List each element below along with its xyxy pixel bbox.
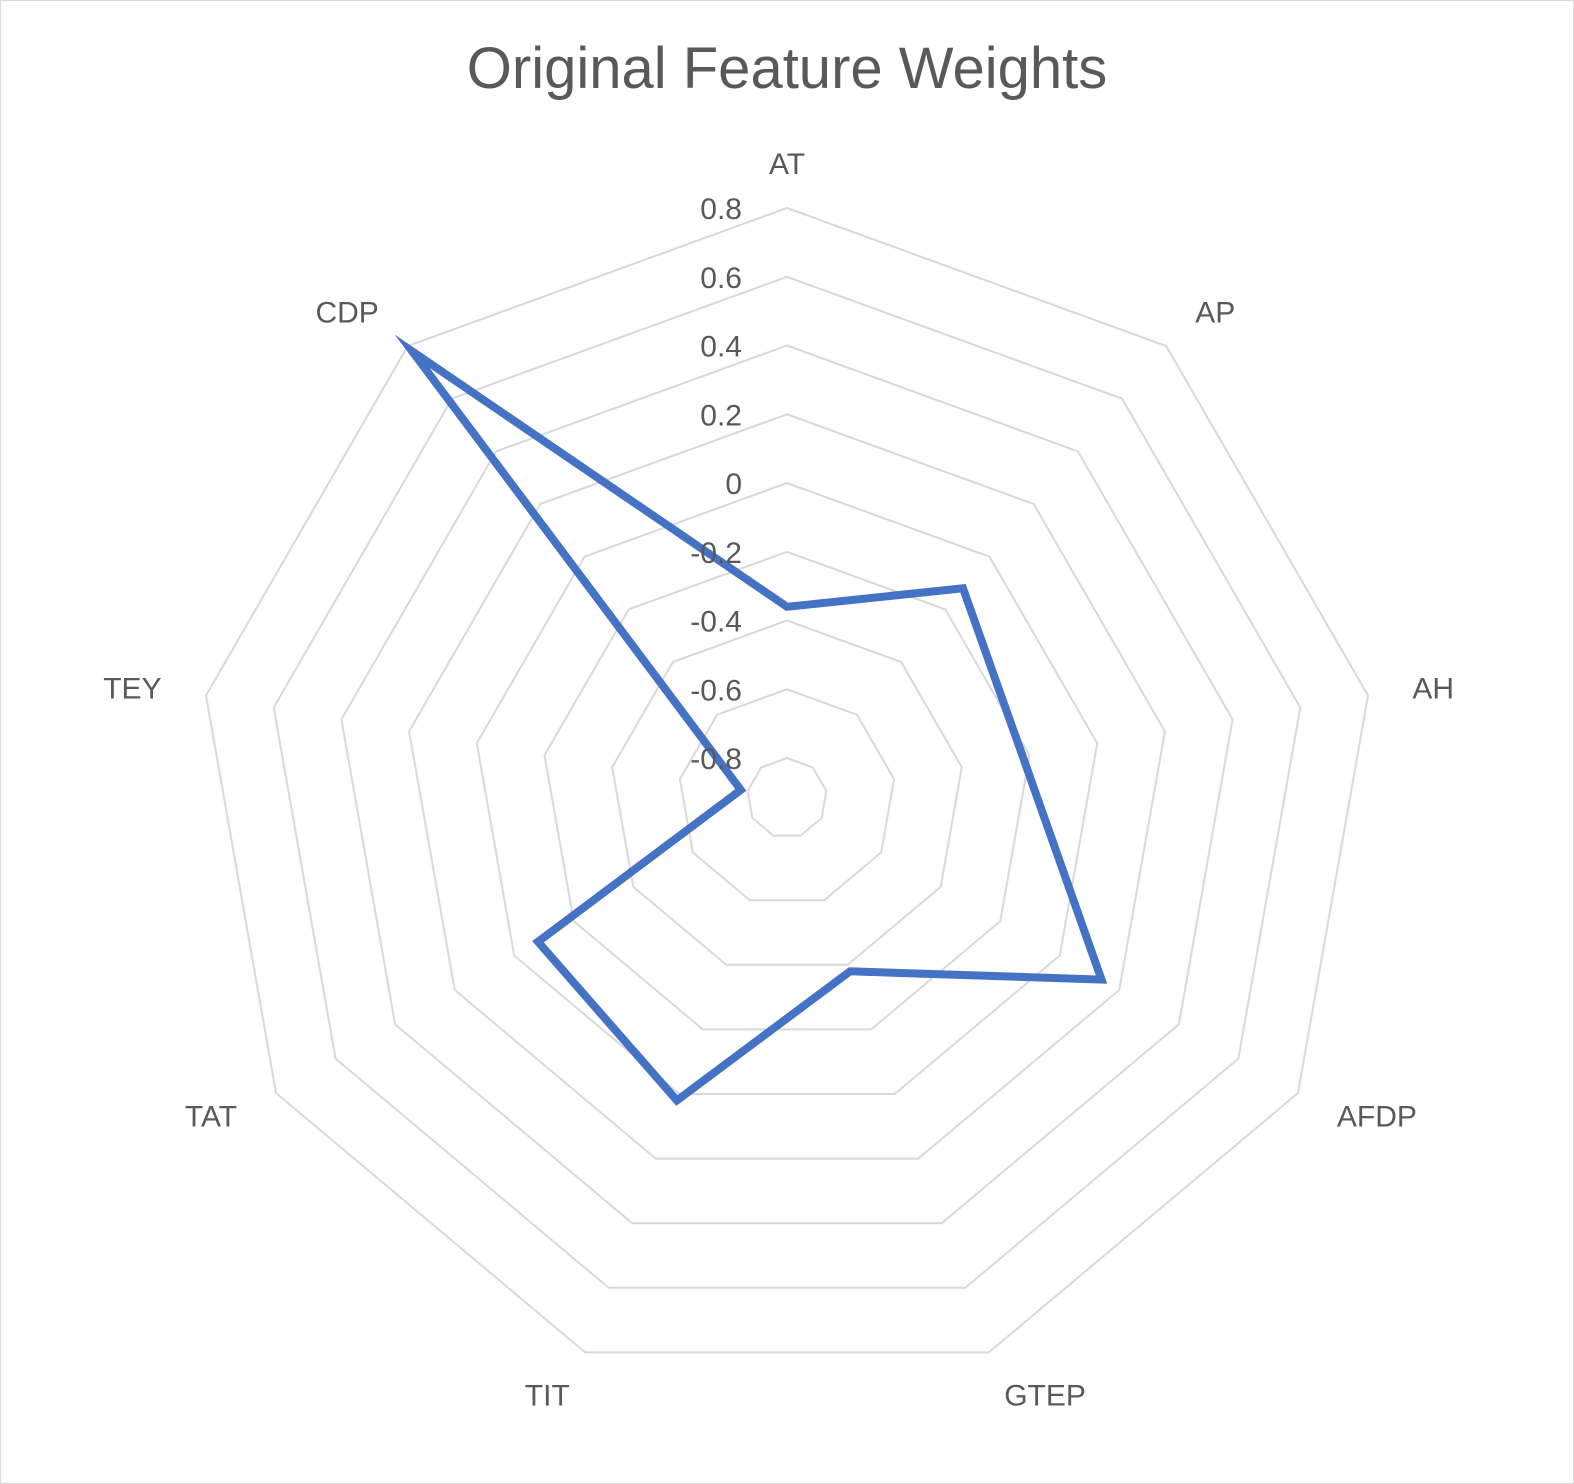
tick-label: -0.6 bbox=[690, 674, 742, 707]
grid-ring-5 bbox=[543, 550, 1031, 1031]
category-label-cdp: CDP bbox=[315, 297, 378, 330]
tick-label: 0.6 bbox=[700, 262, 742, 295]
category-label-ah: AH bbox=[1412, 673, 1454, 706]
tick-label: -0.4 bbox=[690, 606, 742, 639]
grid-ring-4 bbox=[475, 481, 1099, 1095]
tick-label: 0 bbox=[725, 468, 742, 501]
category-labels: AT AP AH AFDP GTEP TIT TAT TEY CDP bbox=[103, 148, 1454, 1413]
tick-label: 0.8 bbox=[700, 193, 742, 226]
grid-ring-7 bbox=[678, 688, 896, 902]
category-label-gtep: GTEP bbox=[1004, 1380, 1086, 1413]
tick-label: -0.8 bbox=[690, 743, 742, 776]
grid-ring-6 bbox=[611, 619, 963, 966]
grid-ring-1 bbox=[272, 275, 1302, 1289]
category-label-ap: AP bbox=[1195, 297, 1235, 330]
category-label-tit: TIT bbox=[525, 1380, 570, 1413]
radar-series bbox=[394, 334, 1108, 1106]
category-label-afdp: AFDP bbox=[1337, 1101, 1417, 1134]
radar-grid bbox=[204, 206, 1370, 1354]
category-label-tey: TEY bbox=[103, 673, 161, 706]
tick-label: -0.2 bbox=[690, 537, 742, 570]
tick-label: 0.4 bbox=[700, 331, 742, 364]
radial-tick-labels: 0.8 0.6 0.4 0.2 0 -0.2 -0.4 -0.6 -0.8 bbox=[690, 193, 742, 776]
chart-title: Original Feature Weights bbox=[466, 36, 1108, 101]
grid-ring-3 bbox=[408, 413, 1166, 1160]
grid-ring-2 bbox=[340, 344, 1234, 1225]
grid-ring-0 bbox=[204, 206, 1370, 1354]
category-label-at: AT bbox=[769, 148, 805, 181]
grid-ring-8 bbox=[746, 756, 828, 837]
category-label-tat: TAT bbox=[185, 1101, 237, 1134]
series-line bbox=[394, 334, 1108, 1106]
tick-label: 0.2 bbox=[700, 399, 742, 432]
